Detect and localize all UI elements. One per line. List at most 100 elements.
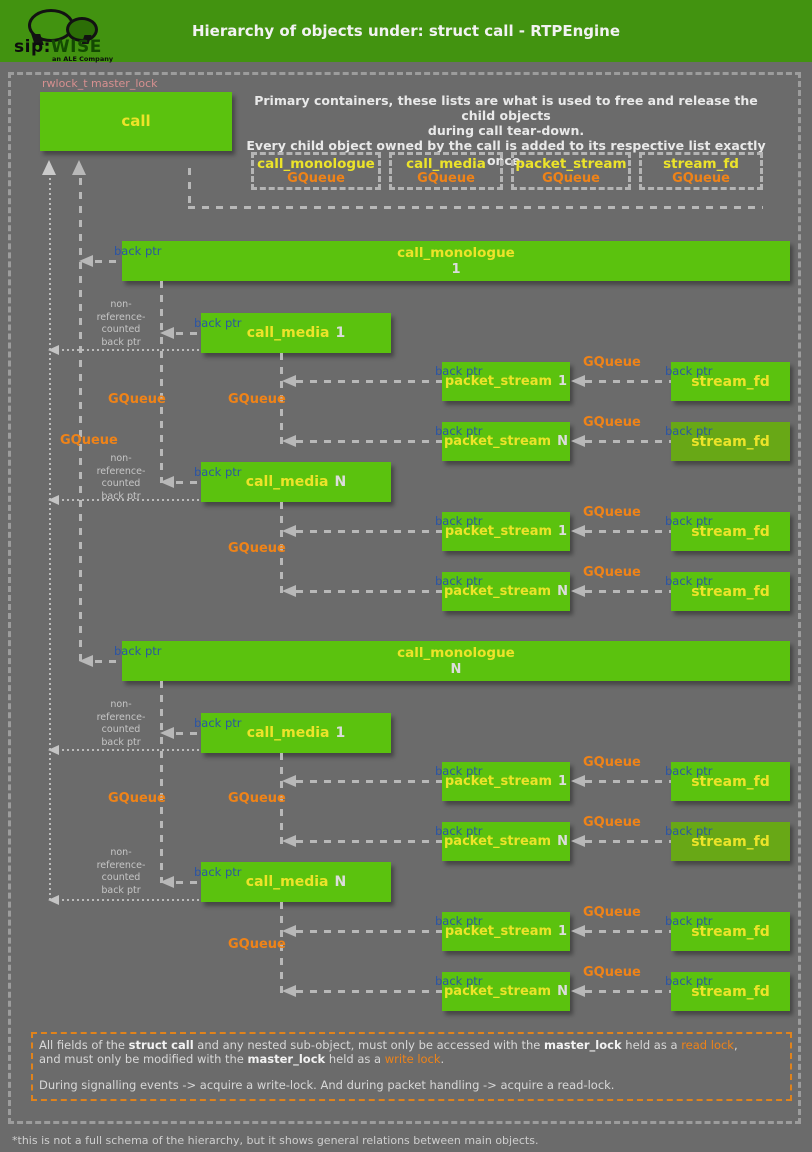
media-gqueue-line <box>160 281 163 483</box>
arrow-left-icon <box>571 985 585 997</box>
gqueue-arrow-line <box>585 930 671 933</box>
arrow-left-icon <box>79 255 93 267</box>
node-packet-stream-N: packet_stream N <box>442 422 570 461</box>
back-ptr-label: back ptr <box>194 865 242 879</box>
back-ptr-label: back ptr <box>435 764 483 778</box>
back-ptr-label: back ptr <box>435 364 483 378</box>
arrow-up-icon <box>42 160 56 175</box>
non-ref-note: non-reference- counted back ptr <box>96 699 146 748</box>
node-call-media-1: call_media 1 <box>201 313 391 353</box>
header-bar: sip:WISE an ALE Company Hierarchy of obj… <box>0 0 812 63</box>
stream-gqueue-line <box>280 902 283 995</box>
intro-line: Every child object owned by the call is … <box>246 138 766 168</box>
back-ptr-label: back ptr <box>665 514 713 528</box>
arrow-left-icon <box>282 585 296 597</box>
back-ptr-line <box>296 990 442 993</box>
arrow-up-icon <box>72 160 86 175</box>
back-ptr-label: back ptr <box>435 514 483 528</box>
gqueue-label: GQueue <box>228 392 286 407</box>
back-ptr-line <box>176 732 201 735</box>
arrow-left-icon <box>282 775 296 787</box>
back-ptr-label: back ptr <box>665 574 713 588</box>
locking-note: All fields of the struct call and any ne… <box>31 1032 792 1101</box>
back-ptr-line <box>95 260 122 263</box>
logo-tagline: an ALE Company <box>52 55 114 63</box>
arrow-left-icon <box>571 585 585 597</box>
non-ref-backptr-line <box>49 178 51 901</box>
queue-box-call-monologue: call_monologue GQueue <box>251 152 381 190</box>
queue-box-stream-fd: stream_fd GQueue <box>639 152 763 190</box>
node-call-media-N: call_media N <box>201 862 391 902</box>
queue-box-packet-stream: packet_stream GQueue <box>511 152 631 190</box>
gqueue-label: GQueue <box>583 815 641 830</box>
non-ref-note: non-reference- counted back ptr <box>96 299 146 348</box>
gqueue-arrow-line <box>585 440 671 443</box>
back-ptr-line <box>296 590 442 593</box>
gqueue-label: GQueue <box>583 415 641 430</box>
back-ptr-label: back ptr <box>114 244 162 258</box>
gqueue-arrow-line <box>585 590 671 593</box>
back-ptr-label: back ptr <box>114 644 162 658</box>
monologue-gqueue-line <box>79 178 82 663</box>
back-ptr-line <box>296 840 442 843</box>
back-ptr-label: back ptr <box>665 364 713 378</box>
back-ptr-label: back ptr <box>665 974 713 988</box>
arrow-left-icon <box>571 835 585 847</box>
node-stream-fd: stream_fd <box>671 822 790 861</box>
back-ptr-label: back ptr <box>435 914 483 928</box>
back-ptr-line <box>176 881 201 884</box>
arrow-left-icon <box>282 925 296 937</box>
sipwise-logo: sip:WISE an ALE Company <box>14 5 134 63</box>
back-ptr-line <box>176 332 201 335</box>
arrow-left-icon <box>160 327 174 339</box>
gqueue-label: GQueue <box>583 755 641 770</box>
back-ptr-label: back ptr <box>665 764 713 778</box>
back-ptr-label: back ptr <box>665 424 713 438</box>
arrow-left-icon <box>282 375 296 387</box>
gqueue-arrow-line <box>585 530 671 533</box>
gqueue-arrow-line <box>585 840 671 843</box>
intro-line: during call tear-down. <box>427 123 585 138</box>
arrow-left-icon <box>571 775 585 787</box>
arrow-left-icon <box>160 876 174 888</box>
back-ptr-label: back ptr <box>665 824 713 838</box>
non-ref-backptr-line <box>52 499 201 501</box>
gqueue-label: GQueue <box>228 541 286 556</box>
gqueue-label: GQueue <box>228 937 286 952</box>
note-line: All fields of the struct call and any ne… <box>39 1038 738 1052</box>
node-packet-stream-1: packet_stream 1 <box>442 362 570 401</box>
back-ptr-label: back ptr <box>194 465 242 479</box>
gqueue-label: GQueue <box>228 791 286 806</box>
arrow-left-icon <box>79 655 93 667</box>
gqueue-label: GQueue <box>60 433 118 448</box>
arrow-left-icon <box>282 435 296 447</box>
gqueue-label: GQueue <box>108 791 166 806</box>
node-stream-fd: stream_fd <box>671 422 790 461</box>
back-ptr-line <box>296 440 442 443</box>
media-gqueue-line <box>160 681 163 883</box>
back-ptr-label: back ptr <box>194 316 242 330</box>
note-line: During signalling events -> acquire a wr… <box>39 1078 615 1092</box>
node-packet-stream-N: packet_stream N <box>442 572 570 611</box>
gqueue-label: GQueue <box>583 965 641 980</box>
node-stream-fd: stream_fd <box>671 512 790 551</box>
node-packet-stream-1: packet_stream 1 <box>442 912 570 951</box>
gqueue-label: GQueue <box>583 355 641 370</box>
back-ptr-line <box>296 530 442 533</box>
intro-line: Primary containers, these lists are what… <box>254 93 758 123</box>
gqueue-label: GQueue <box>108 392 166 407</box>
page-title: Hierarchy of objects under: struct call … <box>191 22 621 40</box>
non-ref-note: non-reference- counted back ptr <box>96 453 146 502</box>
back-ptr-label: back ptr <box>665 914 713 928</box>
arrow-left-icon <box>48 745 59 755</box>
note-line: and must only be modified with the maste… <box>39 1051 445 1066</box>
arrow-left-icon <box>571 525 585 537</box>
arrow-left-icon <box>571 435 585 447</box>
stream-gqueue-line <box>280 353 283 445</box>
gqueue-arrow-line <box>585 380 671 383</box>
node-packet-stream-1: packet_stream 1 <box>442 512 570 551</box>
arrow-left-icon <box>48 345 59 355</box>
node-call: call <box>40 92 232 151</box>
arrow-left-icon <box>48 895 59 905</box>
non-ref-note: non-reference- counted back ptr <box>96 847 146 896</box>
